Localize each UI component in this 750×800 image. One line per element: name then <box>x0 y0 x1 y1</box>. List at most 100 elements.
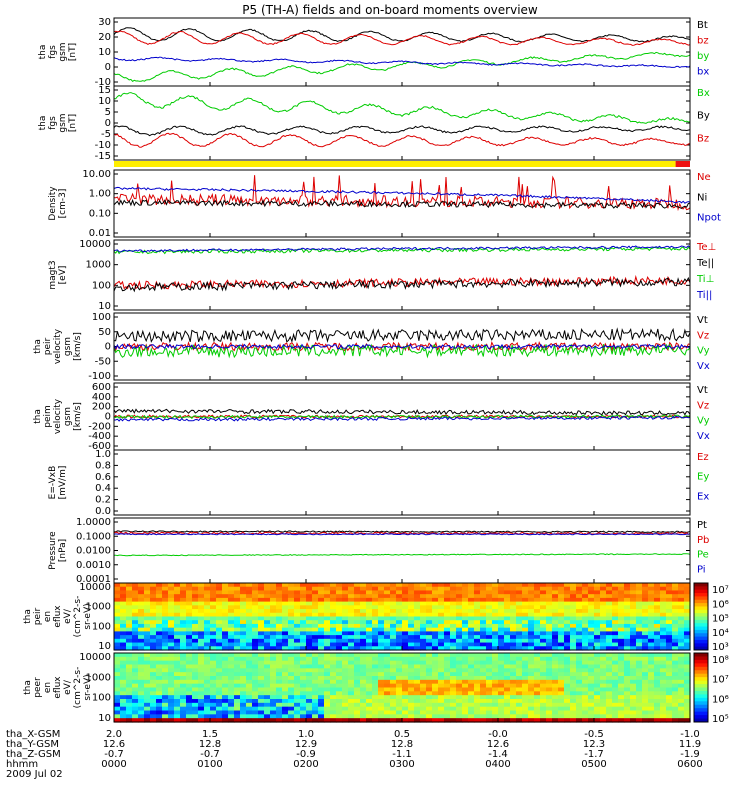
heatmap-cell <box>264 631 271 636</box>
heatmap-cell <box>546 695 553 700</box>
heatmap-cell <box>558 586 565 592</box>
heatmap-cell <box>324 631 331 636</box>
heatmap-cell <box>210 601 217 606</box>
heatmap-cell <box>186 583 193 588</box>
heatmap-cell <box>498 660 505 666</box>
heatmap-cell <box>540 664 547 669</box>
series-line-bx <box>113 56 691 68</box>
heatmap-cell <box>558 695 565 700</box>
heatmap-cell <box>168 605 175 610</box>
heatmap-cell <box>312 612 319 618</box>
heatmap-cell <box>150 597 157 603</box>
heatmap-cell <box>444 691 451 696</box>
heatmap-cell <box>642 583 649 588</box>
heatmap-cell <box>150 668 157 673</box>
heatmap-cell <box>456 646 463 651</box>
heatmap-cell <box>192 646 199 651</box>
heatmap-cell <box>534 627 541 632</box>
heatmap-cell <box>678 612 685 618</box>
heatmap-cell <box>264 695 271 700</box>
heatmap-cell <box>384 695 391 700</box>
heatmap-cell <box>654 702 661 708</box>
heatmap-cell <box>504 616 511 621</box>
heatmap-cell <box>630 623 637 629</box>
heatmap-cell <box>468 706 475 712</box>
heatmap-cell <box>192 672 199 677</box>
x-tick-label: 12.9 <box>295 739 317 750</box>
series-line-Vx <box>114 415 691 422</box>
x-row-label: tha_X-GSM <box>6 729 60 740</box>
heatmap-cell <box>456 702 463 708</box>
heatmap-cell <box>654 590 661 595</box>
heatmap-cell <box>438 642 445 647</box>
heatmap-cell <box>216 672 223 677</box>
heatmap-cell <box>510 668 517 673</box>
heatmap-cell <box>222 616 229 621</box>
heatmap-cell <box>264 616 271 621</box>
legend-entry: Vt <box>697 315 708 326</box>
heatmap-cell <box>306 620 313 625</box>
heatmap-cell <box>174 714 181 719</box>
heatmap-cell <box>474 653 481 658</box>
heatmap-cell <box>288 679 295 685</box>
heatmap-cell <box>246 635 253 640</box>
heatmap-cell <box>144 623 151 629</box>
y-tick-label: -600 <box>88 441 111 452</box>
heatmap-cell <box>570 679 577 685</box>
heatmap-cell <box>624 597 631 603</box>
heatmap-cell <box>618 597 625 603</box>
heatmap-cell <box>402 699 409 704</box>
heatmap-cell <box>168 590 175 595</box>
heatmap-cell <box>324 609 331 614</box>
heatmap-cell <box>306 672 313 677</box>
legend-entry: Vx <box>697 361 710 372</box>
heatmap-cell <box>294 718 301 723</box>
heatmap-cell <box>222 638 229 644</box>
heatmap-cell <box>474 635 481 640</box>
heatmap-cell <box>498 605 505 610</box>
heatmap-cell <box>480 601 487 606</box>
heatmap-cell <box>372 653 379 658</box>
heatmap-cell <box>546 620 553 625</box>
heatmap-cell <box>294 714 301 719</box>
heatmap-cell <box>150 609 157 614</box>
heatmap-cell <box>474 586 481 592</box>
y-tick-label: 10 <box>98 713 111 724</box>
heatmap-cell <box>486 609 493 614</box>
heatmap-cell <box>606 710 613 715</box>
heatmap-cell <box>444 702 451 708</box>
heatmap-cell <box>336 679 343 685</box>
heatmap-cell <box>390 714 397 719</box>
heatmap-cell <box>168 664 175 669</box>
heatmap-cell <box>540 660 547 666</box>
heatmap-cell <box>240 623 247 629</box>
heatmap-cell <box>456 612 463 618</box>
heatmap-cell <box>588 699 595 704</box>
heatmap-cell <box>372 714 379 719</box>
heatmap-cell <box>372 699 379 704</box>
heatmap-cell <box>630 616 637 621</box>
heatmap-cell <box>228 627 235 632</box>
heatmap-cell <box>558 631 565 636</box>
heatmap-cell <box>552 616 559 621</box>
heatmap-cell <box>198 627 205 632</box>
heatmap-cell <box>654 635 661 640</box>
heatmap-cell <box>654 620 661 625</box>
heatmap-cell <box>678 691 685 696</box>
colorbar-cell <box>694 609 708 614</box>
heatmap-cell <box>330 623 337 629</box>
heatmap-cell <box>348 653 355 658</box>
heatmap-cell <box>534 664 541 669</box>
heatmap-cell <box>606 631 613 636</box>
heatmap-cell <box>660 714 667 719</box>
y-axis-label: tha <box>33 409 43 424</box>
heatmap-cell <box>606 679 613 685</box>
heatmap-cell <box>498 676 505 681</box>
heatmap-cell <box>600 653 607 658</box>
heatmap-cell <box>588 635 595 640</box>
colorbar-label: 10⁷ <box>712 585 729 596</box>
heatmap-cell <box>132 646 139 651</box>
heatmap-cell <box>522 699 529 704</box>
